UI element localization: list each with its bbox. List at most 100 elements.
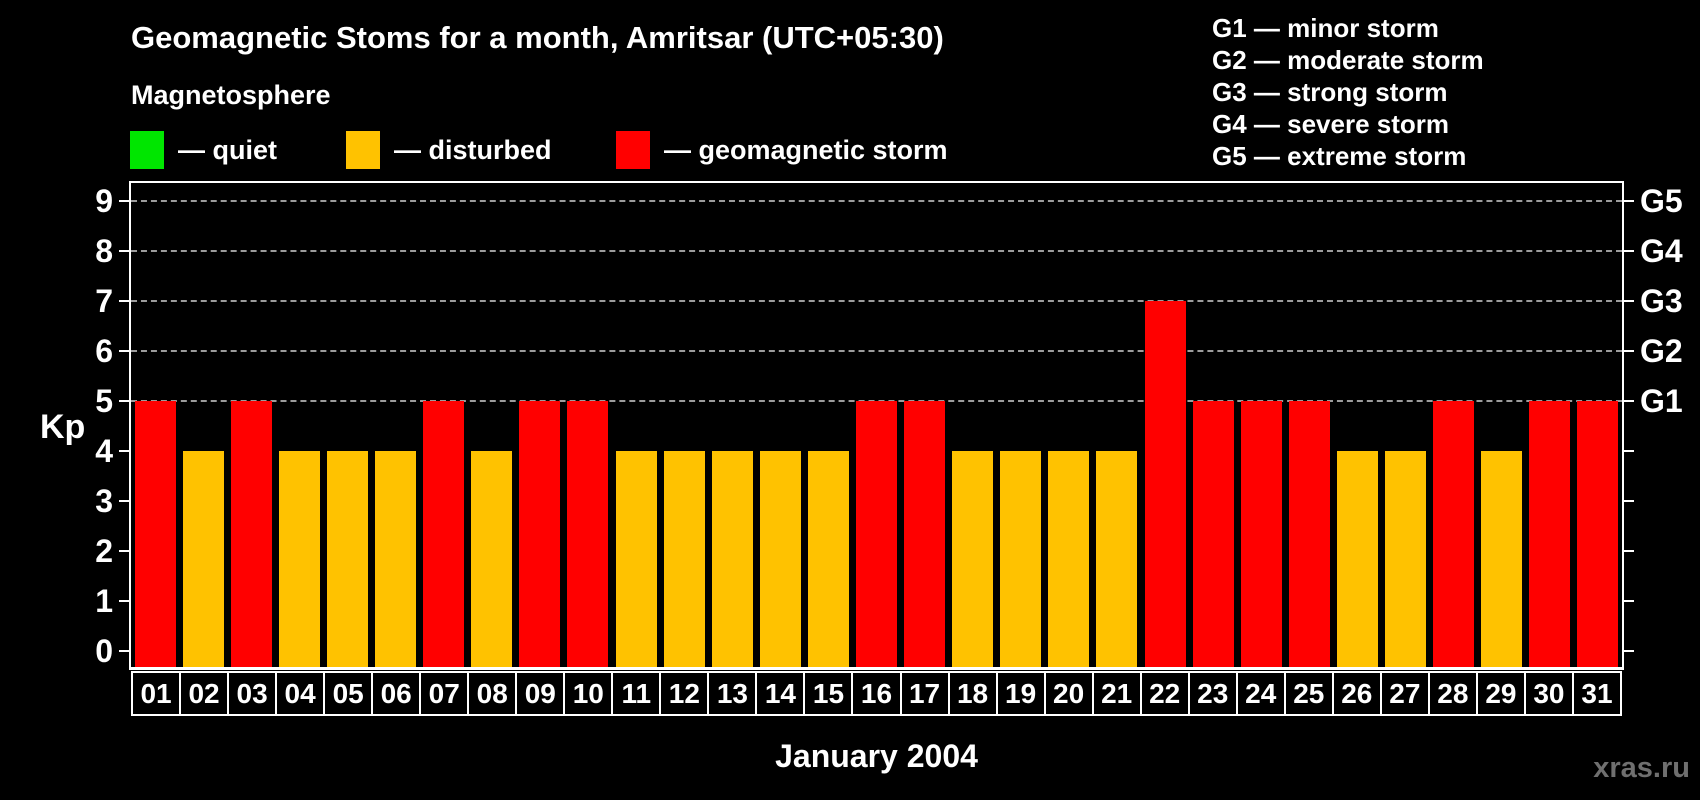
day-label-25: 25: [1283, 671, 1334, 716]
day-label-29: 29: [1475, 671, 1526, 716]
g-axis-tick: [1622, 650, 1634, 652]
y-axis-title: Kp: [40, 408, 86, 446]
day-label-02: 02: [179, 671, 230, 716]
kp-bar-day-13: [711, 451, 753, 667]
disturbed-swatch: [346, 131, 380, 169]
day-label-03: 03: [227, 671, 278, 716]
g-axis-label-G2: G2: [1640, 333, 1683, 369]
day-label-21: 21: [1091, 671, 1142, 716]
g-axis-label-G4: G4: [1640, 233, 1683, 269]
day-label-08: 08: [467, 671, 518, 716]
g-scale-legend-line: G4 — severe storm: [1212, 109, 1450, 139]
watermark: xras.ru: [1593, 752, 1690, 784]
kp-bar-day-28: [1433, 401, 1475, 667]
g-axis-label-G5: G5: [1640, 183, 1683, 219]
y-axis-tick: [119, 200, 131, 202]
kp-bar-day-01: [134, 401, 176, 667]
y-axis-tick: [119, 250, 131, 252]
y-tick-label-5: 5: [95, 383, 113, 419]
chart-title: Geomagnetic Stoms for a month, Amritsar …: [131, 20, 944, 55]
grid-line-kp9: [131, 200, 1622, 202]
storm-swatch: [616, 131, 650, 169]
y-axis-tick: [119, 550, 131, 552]
y-axis-tick: [119, 600, 131, 602]
day-label-13: 13: [707, 671, 758, 716]
grid-line-kp8: [131, 250, 1622, 252]
kp-bar-day-27: [1385, 451, 1427, 667]
kp-bar-day-08: [471, 451, 513, 667]
day-label-06: 06: [371, 671, 422, 716]
day-label-05: 05: [323, 671, 374, 716]
day-label-23: 23: [1187, 671, 1238, 716]
y-tick-label-0: 0: [95, 633, 113, 669]
kp-bar-day-07: [423, 401, 465, 667]
kp-bar-day-09: [519, 401, 561, 667]
g-axis-label-G1: G1: [1640, 383, 1683, 419]
kp-bar-day-03: [230, 401, 272, 667]
kp-bar-day-30: [1529, 401, 1571, 667]
y-tick-label-9: 9: [95, 183, 113, 219]
g-scale-legend-line: G3 — strong storm: [1212, 77, 1448, 107]
g-scale-legend-line: G2 — moderate storm: [1212, 45, 1484, 75]
y-tick-label-7: 7: [95, 283, 113, 319]
g-axis-label-G3: G3: [1640, 283, 1683, 319]
day-label-12: 12: [659, 671, 710, 716]
kp-bar-day-19: [1000, 451, 1042, 667]
y-axis-tick: [119, 500, 131, 502]
kp-bar-day-10: [567, 401, 609, 667]
day-label-30: 30: [1523, 671, 1574, 716]
g-scale-legend: G1 — minor storm G2 — moderate storm G3 — …: [1212, 12, 1484, 172]
g-scale-legend-line: G1 — minor storm: [1212, 13, 1439, 43]
x-axis-day-labels: 01 02 03 04 05 06 07 08 09 10 11 12 13 14 15 16 17 18 19 20…: [131, 671, 1622, 716]
day-label-15: 15: [803, 671, 854, 716]
kp-bar-day-04: [278, 451, 320, 667]
kp-bar-day-12: [663, 451, 705, 667]
kp-bar-day-16: [856, 401, 897, 667]
y-tick-label-4: 4: [95, 433, 113, 469]
y-axis-tick: [119, 350, 131, 352]
y-tick-label-1: 1: [95, 583, 113, 619]
y-tick-label-3: 3: [95, 483, 113, 519]
g-scale-legend-line: G5 — extreme storm: [1212, 141, 1467, 171]
g-axis-tick: [1622, 250, 1634, 252]
y-axis-tick: [119, 300, 131, 302]
kp-bar-day-15: [807, 451, 849, 667]
day-label-28: 28: [1427, 671, 1478, 716]
g-axis-tick: [1622, 500, 1634, 502]
g-axis-tick: [1622, 550, 1634, 552]
day-label-20: 20: [1043, 671, 1094, 716]
y-tick-label-8: 8: [95, 233, 113, 269]
g-axis-tick: [1622, 600, 1634, 602]
y-axis-tick: [119, 650, 131, 652]
y-axis-tick: [119, 400, 131, 402]
day-label-31: 31: [1571, 671, 1622, 716]
kp-bar-day-25: [1288, 401, 1330, 667]
kp-bar-day-22: [1144, 301, 1186, 667]
grid-line-kp6: [131, 350, 1622, 352]
day-label-09: 09: [515, 671, 566, 716]
g-axis-tick: [1622, 300, 1634, 302]
kp-bar-day-26: [1336, 451, 1378, 667]
kp-bar-day-05: [326, 451, 368, 667]
grid-line-kp7: [131, 300, 1622, 302]
legend-label: — disturbed: [394, 134, 552, 165]
legend-label: — geomagnetic storm: [664, 134, 948, 165]
legend-item-disturbed: — disturbed: [346, 130, 552, 170]
y-axis-tick: [119, 450, 131, 452]
day-label-18: 18: [947, 671, 998, 716]
g-axis-tick: [1622, 200, 1634, 202]
y-tick-label-2: 2: [95, 533, 113, 569]
kp-bar-day-23: [1192, 401, 1234, 667]
day-label-22: 22: [1139, 671, 1190, 716]
day-label-16: 16: [851, 671, 902, 716]
legend-item-storm: — geomagnetic storm: [616, 130, 948, 170]
quiet-swatch: [130, 131, 164, 169]
day-label-04: 04: [275, 671, 326, 716]
kp-bar-day-02: [182, 451, 224, 667]
y-tick-label-6: 6: [95, 333, 113, 369]
legend-label: — quiet: [178, 134, 277, 165]
kp-bar-day-11: [615, 451, 657, 667]
kp-bar-day-18: [952, 451, 994, 667]
kp-bar-day-29: [1481, 451, 1523, 667]
